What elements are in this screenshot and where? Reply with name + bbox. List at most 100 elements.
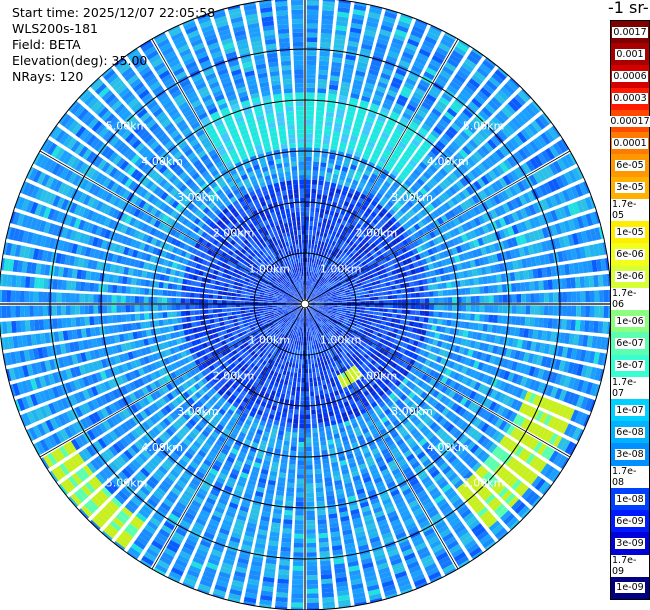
ppi-gate — [476, 203, 485, 214]
ppi-gate — [339, 289, 345, 293]
ppi-gate — [312, 294, 317, 298]
ppi-gate — [318, 60, 330, 66]
ppi-gate — [363, 229, 370, 236]
ppi-gate — [439, 96, 450, 106]
ppi-gate — [456, 204, 464, 214]
ppi-gate — [410, 95, 422, 105]
ppi-gate — [308, 363, 312, 369]
ppi-gate — [334, 242, 340, 248]
ppi-gate — [316, 97, 326, 103]
ppi-gate — [410, 184, 419, 193]
ppi-gate — [305, 391, 310, 397]
ppi-gate — [305, 373, 309, 378]
ppi-gate — [281, 532, 292, 539]
ppi-gate — [363, 149, 372, 157]
ppi-gate — [460, 288, 466, 295]
ppi-gate — [356, 65, 367, 73]
ppi-gate — [285, 375, 290, 381]
ppi-gate — [328, 158, 335, 165]
ppi-gate — [453, 137, 464, 147]
ppi-gate — [385, 212, 393, 219]
ppi-gate — [358, 315, 364, 320]
ppi-gate — [436, 217, 445, 225]
ppi-gate — [292, 427, 298, 433]
ppi-gate — [328, 306, 333, 309]
ppi-gate — [279, 467, 287, 474]
ppi-gate — [319, 289, 324, 293]
ppi-gate — [442, 164, 452, 174]
ppi-gate — [548, 145, 559, 158]
ppi-gate — [477, 90, 489, 102]
ppi-gate — [381, 287, 388, 292]
ppi-gate — [406, 257, 413, 264]
ppi-gate — [337, 275, 343, 280]
ppi-gate — [319, 436, 326, 442]
ppi-gate — [567, 218, 576, 231]
ppi-gate — [324, 287, 329, 292]
ppi-gate — [328, 84, 339, 91]
ppi-gate — [319, 255, 323, 261]
ppi-gate — [412, 248, 419, 255]
ppi-gate — [439, 168, 448, 177]
ppi-gate — [341, 190, 348, 197]
ppi-gate — [470, 305, 476, 312]
ppi-gate — [306, 487, 314, 493]
ppi-gate — [307, 341, 310, 346]
ppi-gate — [390, 81, 401, 90]
ppi-gate — [328, 154, 336, 160]
ppi-gate — [441, 92, 453, 103]
ppi-gate — [537, 228, 545, 240]
ppi-gate — [353, 287, 359, 291]
ppi-gate — [355, 279, 362, 284]
ppi-gate — [536, 329, 543, 340]
ppi-gate — [447, 304, 453, 311]
ppi-gate — [362, 189, 369, 196]
ppi-gate — [402, 51, 414, 60]
ppi-gate — [393, 165, 402, 174]
ppi-gate — [314, 301, 320, 303]
ppi-gate — [494, 69, 507, 81]
ppi-gate — [351, 263, 358, 269]
ppi-gate — [519, 208, 528, 219]
ppi-gate — [365, 258, 371, 264]
ppi-gate — [417, 279, 424, 286]
ppi-gate — [408, 209, 416, 217]
ppi-gate — [465, 81, 478, 93]
ppi-gate — [292, 358, 296, 364]
ppi-gate — [321, 587, 334, 594]
ppi-gate — [521, 162, 532, 174]
ppi-gate — [317, 417, 324, 424]
ppi-gate — [326, 233, 332, 240]
ppi-gate — [305, 419, 311, 424]
ppi-gate — [314, 300, 319, 302]
ppi-gate — [493, 295, 499, 303]
ppi-gate — [281, 388, 287, 395]
ppi-gate — [488, 169, 498, 181]
ppi-gate — [319, 212, 324, 219]
ppi-gate — [554, 223, 563, 235]
ppi-gate — [480, 266, 487, 275]
ppi-gate — [328, 271, 333, 277]
ppi-gate — [373, 262, 379, 268]
ppi-gate — [298, 437, 305, 443]
ppi-gate — [389, 265, 396, 271]
ppi-gate — [351, 249, 357, 255]
ppi-gate — [315, 395, 320, 401]
ppi-gate — [428, 190, 437, 199]
ppi-gate — [381, 152, 390, 160]
ppi-gate — [310, 281, 314, 287]
ppi-gate — [313, 249, 317, 255]
ppi-gate — [518, 148, 528, 160]
ppi-gate — [307, 276, 310, 281]
ppi-gate — [432, 262, 439, 269]
ppi-gate — [465, 304, 471, 312]
ppi-gate — [322, 5, 335, 12]
ppi-gate — [320, 564, 332, 571]
ppi-gate — [606, 321, 610, 335]
ppi-gate — [373, 232, 381, 239]
ppi-gate — [476, 177, 486, 188]
ppi-gate — [308, 290, 312, 296]
ppi-gate — [331, 230, 337, 237]
ppi-gate — [338, 0, 352, 5]
ppi-gate — [282, 360, 287, 366]
